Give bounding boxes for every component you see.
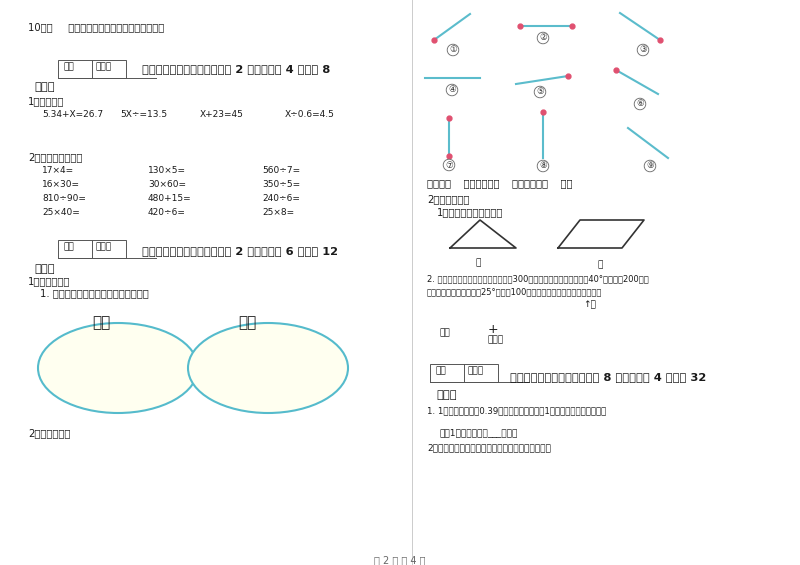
Text: 2．下面的表格被弄脏了，你能算出小强的身高吗？: 2．下面的表格被弄脏了，你能算出小强的身高吗？	[427, 443, 551, 452]
Text: 得分: 得分	[63, 62, 74, 71]
Ellipse shape	[188, 323, 348, 413]
Text: 810÷90=: 810÷90=	[42, 194, 86, 203]
Text: 17×4=: 17×4=	[42, 166, 74, 175]
Text: 25×40=: 25×40=	[42, 208, 80, 217]
Text: X÷0.6=4.5: X÷0.6=4.5	[285, 110, 335, 119]
Text: 1．解方程：: 1．解方程：	[28, 96, 64, 106]
Text: 350÷5=: 350÷5=	[262, 180, 300, 189]
Text: 480+15=: 480+15=	[148, 194, 192, 203]
Text: 六、应用知识，解决问题（共 8 小题，每题 4 分，共 32: 六、应用知识，解决问题（共 8 小题，每题 4 分，共 32	[510, 372, 706, 382]
Text: 560÷7=: 560÷7=	[262, 166, 300, 175]
Text: ⑦: ⑦	[445, 160, 453, 170]
Text: ⑤: ⑤	[536, 88, 544, 97]
Text: 2．直接写出得数。: 2．直接写出得数。	[28, 152, 82, 162]
Text: 10．（     ）一个数的因数和倍数都有无数个。: 10．（ ）一个数的因数和倍数都有无数个。	[28, 22, 164, 32]
Text: ⑧: ⑧	[539, 162, 547, 171]
Text: 1. 把下面的各角度数填入相应的圆里。: 1. 把下面的各角度数填入相应的圆里。	[40, 288, 149, 298]
Text: 直线有（    ），射线有（    ），线段有（    ）。: 直线有（ ），射线有（ ），线段有（ ）。	[427, 178, 573, 188]
Text: 底: 底	[476, 258, 482, 267]
Text: 评卷人: 评卷人	[96, 242, 112, 251]
Text: 评卷人: 评卷人	[468, 366, 484, 375]
Text: 锐角: 锐角	[92, 315, 110, 330]
Bar	[430, 364, 498, 382]
Text: 130×5=: 130×5=	[148, 166, 186, 175]
Text: ②: ②	[539, 33, 547, 42]
Bar	[58, 60, 126, 78]
Text: 分）。: 分）。	[34, 82, 54, 92]
Text: ④: ④	[448, 85, 456, 94]
Text: 25×8=: 25×8=	[262, 208, 294, 217]
Text: 16×30=: 16×30=	[42, 180, 80, 189]
Text: 420÷6=: 420÷6=	[148, 208, 186, 217]
Text: 答：1吨黄豆可榨油___千克。: 答：1吨黄豆可榨油___千克。	[439, 428, 518, 437]
Text: ↑北: ↑北	[583, 300, 596, 309]
Text: 得分: 得分	[435, 366, 446, 375]
Bar	[58, 240, 126, 258]
Text: X+23=45: X+23=45	[200, 110, 244, 119]
Text: ③: ③	[639, 46, 647, 54]
Text: 1．画出下面图形的高。: 1．画出下面图形的高。	[437, 207, 503, 217]
Text: +: +	[488, 323, 498, 336]
Text: 1．综合训练。: 1．综合训练。	[28, 276, 70, 286]
Text: 2、面面量量。: 2、面面量量。	[427, 194, 470, 204]
Text: 四、看清题目，细心计算（共 2 小题，每题 4 分，共 8: 四、看清题目，细心计算（共 2 小题，每题 4 分，共 8	[142, 64, 330, 74]
Text: 5X÷=13.5: 5X÷=13.5	[120, 110, 167, 119]
Text: 起点: 起点	[440, 328, 450, 337]
Text: 第 2 页 共 4 页: 第 2 页 共 4 页	[374, 555, 426, 565]
Text: 240÷6=: 240÷6=	[262, 194, 300, 203]
Text: 分）。: 分）。	[436, 390, 457, 400]
Text: 小明家: 小明家	[488, 335, 504, 344]
Text: 2. 小明的爸爸从家里出发往正西方走300米，走到广场，再向北偏西40°方向走了200米到: 2. 小明的爸爸从家里出发往正西方走300米，走到广场，再向北偏西40°方向走了…	[427, 274, 649, 283]
Text: ⑥: ⑥	[636, 99, 644, 108]
Text: 1. 1千克黄豆可榨油0.39千克，照这样计算，1吨黄豆可榨油多少千克？: 1. 1千克黄豆可榨油0.39千克，照这样计算，1吨黄豆可榨油多少千克？	[427, 406, 606, 415]
Text: 2．看图填空。: 2．看图填空。	[28, 428, 70, 438]
Text: ①: ①	[449, 46, 457, 54]
Text: 底: 底	[597, 260, 602, 269]
Text: 新华书店，最后往东偏北25°方向走100米到公司上班，画出路线示意图。: 新华书店，最后往东偏北25°方向走100米到公司上班，画出路线示意图。	[427, 287, 602, 296]
Text: 得分: 得分	[63, 242, 74, 251]
Text: 30×60=: 30×60=	[148, 180, 186, 189]
Text: ⑨: ⑨	[646, 162, 654, 171]
Ellipse shape	[38, 323, 198, 413]
Text: 评卷人: 评卷人	[96, 62, 112, 71]
Text: 分）。: 分）。	[34, 264, 54, 274]
Text: 5.34+X=26.7: 5.34+X=26.7	[42, 110, 103, 119]
Text: 钝角: 钝角	[238, 315, 256, 330]
Text: 五、认真思考，综合能力（共 2 小题，每题 6 分，共 12: 五、认真思考，综合能力（共 2 小题，每题 6 分，共 12	[142, 246, 338, 256]
